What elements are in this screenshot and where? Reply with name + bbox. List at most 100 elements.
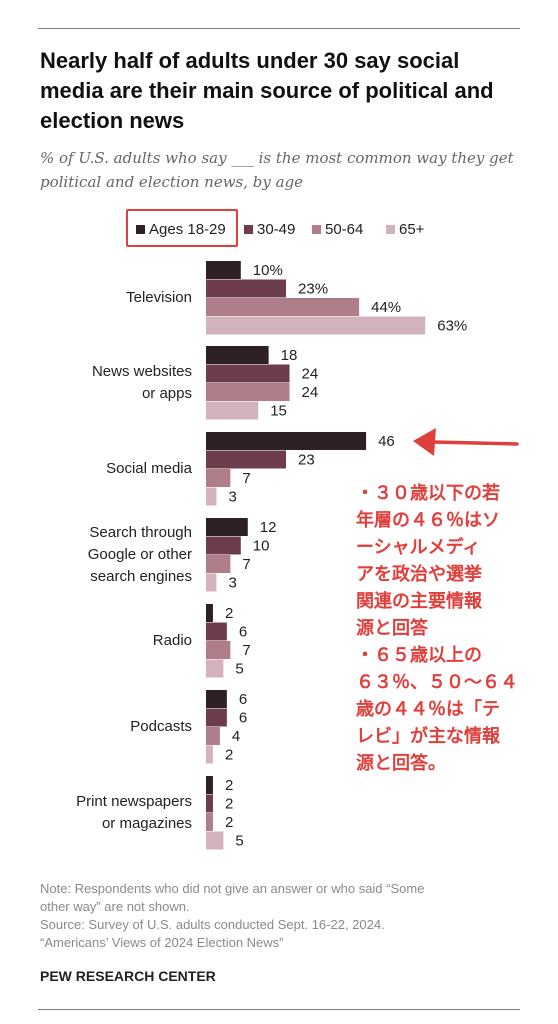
legend-label: 30-49: [257, 221, 296, 238]
legend-swatch: [386, 225, 395, 234]
bar: [206, 690, 227, 708]
bar: [206, 518, 248, 536]
value-label: 24: [302, 384, 319, 401]
bar: [206, 555, 231, 573]
note-line: other way” are not shown.: [40, 899, 190, 914]
legend-item: 65+: [386, 219, 424, 241]
bar: [206, 727, 220, 745]
legend-item: 30-49: [244, 219, 295, 241]
value-label: 44%: [371, 299, 401, 316]
value-label: 12: [260, 519, 277, 536]
category-label-line: Search through: [89, 524, 192, 541]
bottom-rule: [38, 1009, 520, 1010]
value-label: 6: [239, 691, 247, 708]
annotation-line: ・３０歳以下の若: [356, 483, 500, 504]
legend-swatch: [312, 225, 321, 234]
value-label: 2: [225, 814, 233, 831]
bar: [206, 573, 217, 592]
category-label: Search through Google or other search engi…: [88, 522, 192, 588]
category-label-line: News websites: [91, 363, 192, 380]
category-label-line: or magazines: [101, 815, 192, 832]
annotation-line: 関連の主要情報: [356, 591, 482, 612]
bar: [206, 708, 227, 727]
annotation-line: 歳の４４％は「テ: [356, 699, 500, 720]
category-label-line: Television: [126, 289, 192, 306]
annotation-line: ・６５歳以上の: [356, 645, 482, 666]
value-labels-group: 10%23%44%63%1824241546237312107326756642…: [225, 262, 467, 850]
value-label: 7: [242, 556, 250, 573]
legend-item: Ages 18-29: [136, 219, 226, 241]
bar: [206, 279, 287, 298]
bar: [206, 364, 290, 383]
pew-logo: PEW RESEARCH CENTER: [40, 968, 216, 984]
bar: [206, 401, 259, 420]
bar: [206, 469, 231, 487]
annotation-line: レビ」が主な情報: [356, 726, 500, 747]
bar: [206, 794, 213, 813]
value-label: 3: [228, 489, 236, 506]
value-label: 15: [270, 403, 287, 420]
legend-swatch: [136, 225, 145, 234]
bar: [206, 487, 217, 506]
value-label: 23%: [298, 281, 328, 298]
value-label: 7: [242, 470, 250, 487]
bar: [206, 316, 426, 335]
bar: [206, 536, 241, 555]
value-label: 24: [302, 366, 319, 383]
bars-group: [206, 261, 426, 850]
legend-label: Ages 18-29: [149, 221, 226, 238]
bar: [206, 622, 227, 641]
value-label: 3: [228, 575, 236, 592]
category-label-line: Google or other: [87, 546, 192, 563]
category-label-line: Print newspapers: [76, 793, 192, 810]
bar: [206, 831, 224, 850]
legend-label: 50-64: [325, 221, 364, 238]
value-label: 6: [239, 624, 247, 641]
legend-swatch: [244, 225, 253, 234]
value-label: 23: [298, 452, 315, 469]
annotation-line: 源と回答: [356, 618, 428, 639]
chart-title: Nearly half of adults under 30 say socia…: [40, 48, 494, 133]
legend-highlight-box: [126, 209, 238, 247]
top-rule: [38, 28, 520, 29]
value-label: 6: [239, 710, 247, 727]
bar: [206, 346, 269, 364]
annotation-line: ーシャルメディ: [356, 537, 481, 558]
category-label: Podcasts: [130, 716, 192, 738]
arrow-head: [413, 428, 436, 456]
annotation-text: ・３０歳以下の若 年層の４６％はソ ーシャルメディ アを政治や選挙 関連の主要情報 源と回…: [356, 480, 536, 777]
category-label-line: Podcasts: [130, 718, 192, 735]
category-label: Social media: [106, 458, 192, 480]
category-label: Radio: [153, 630, 192, 652]
value-label: 18: [281, 347, 298, 364]
category-label: News websites or apps: [92, 361, 192, 405]
category-label-line: Radio: [152, 632, 192, 649]
chart-subtitle: % of U.S. adults who say ___ is the most…: [40, 149, 514, 191]
annotation-line: ６３％、５０～６４: [356, 672, 518, 693]
bar: [206, 776, 213, 794]
legend-label: 65+: [399, 221, 425, 238]
value-label: 2: [225, 747, 233, 764]
value-label: 2: [225, 605, 233, 622]
bar: [206, 659, 224, 678]
value-label: 63%: [437, 318, 467, 335]
value-label: 10%: [253, 262, 283, 279]
bar: [206, 383, 290, 401]
value-label: 7: [242, 642, 250, 659]
source-line: Source: Survey of U.S. adults conducted …: [40, 917, 385, 932]
category-label: Television: [126, 287, 192, 309]
value-label: 2: [225, 796, 233, 813]
note-line: Note: Respondents who did not give an an…: [40, 881, 425, 896]
value-label: 10: [253, 538, 270, 555]
bar: [206, 813, 213, 831]
annotation-line: 源と回答。: [356, 753, 446, 774]
value-label: 4: [232, 728, 240, 745]
value-label: 2: [225, 777, 233, 794]
annotation-line: 年層の４６％はソ: [356, 510, 500, 531]
annotation-line: アを政治や選挙: [356, 564, 482, 585]
category-label-line: search engines: [90, 568, 192, 585]
legend-item: 50-64: [312, 219, 363, 241]
arrow-shaft: [430, 440, 519, 446]
value-label: 46: [378, 433, 395, 450]
